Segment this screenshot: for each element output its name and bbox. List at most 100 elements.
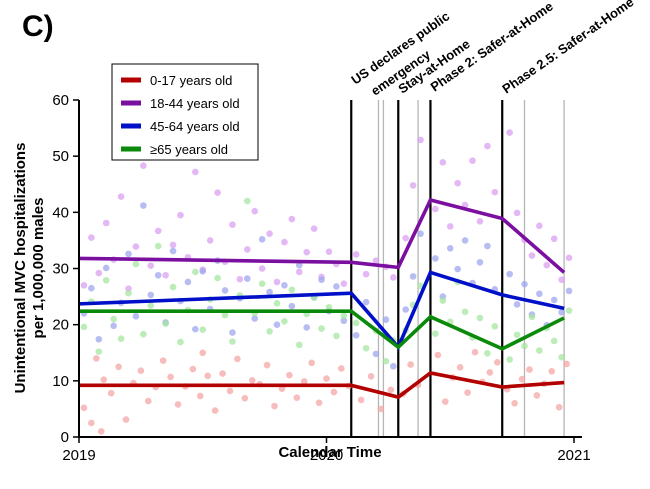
data-point-series-1 (506, 129, 513, 136)
data-point-series-2 (340, 317, 348, 325)
data-point-series-2 (476, 259, 484, 266)
data-point-series-3 (244, 197, 251, 205)
data-point-series-2 (372, 350, 380, 358)
legend-label: 0-17 years old (150, 73, 232, 88)
data-point-series-0 (263, 361, 271, 369)
data-point-series-0 (456, 364, 464, 371)
data-point-series-1 (550, 235, 558, 243)
data-point-series-3 (125, 289, 132, 297)
data-point-series-3 (521, 342, 528, 350)
data-point-series-1 (417, 136, 424, 144)
y-tick-label: 30 (52, 261, 69, 278)
data-point-series-0 (196, 392, 204, 400)
data-point-series-1 (439, 159, 447, 166)
series-line-1 (78, 197, 566, 274)
data-point-series-1 (132, 243, 140, 250)
data-point-series-0 (137, 367, 145, 375)
data-point-series-2 (521, 280, 528, 288)
data-point-series-1 (390, 274, 397, 281)
data-point-series-3 (169, 283, 177, 291)
data-point-series-1 (402, 234, 410, 242)
data-point-series-1 (372, 257, 380, 264)
data-point-series-2 (154, 271, 162, 279)
data-point-series-0 (377, 405, 385, 413)
data-point-series-1 (352, 251, 360, 258)
data-point-series-0 (122, 416, 130, 423)
data-point-series-0 (199, 349, 207, 357)
y-tick-label: 20 (52, 317, 69, 334)
data-point-series-2 (558, 309, 565, 316)
data-point-series-1 (340, 280, 348, 287)
data-point-series-0 (107, 389, 115, 397)
data-point-series-1 (177, 211, 184, 219)
data-point-series-0 (93, 355, 100, 362)
x-tick-label: 2020 (310, 447, 343, 464)
data-point-series-3 (362, 344, 370, 352)
data-point-series-2 (513, 301, 521, 308)
data-point-series-1 (169, 241, 177, 249)
data-point-series-0 (486, 369, 494, 376)
data-point-series-3 (154, 242, 162, 250)
data-point-series-0 (330, 388, 338, 396)
data-point-series-2 (409, 273, 417, 280)
data-point-series-2 (506, 270, 513, 278)
data-point-series-2 (536, 290, 543, 298)
data-point-series-2 (184, 278, 192, 286)
data-point-series-3 (117, 335, 125, 343)
data-point-series-1 (543, 261, 551, 269)
data-point-series-2 (102, 264, 110, 272)
data-point-series-0 (526, 366, 533, 373)
data-point-series-1 (565, 254, 573, 262)
data-point-series-3 (95, 348, 103, 355)
data-point-series-0 (471, 348, 479, 356)
data-point-series-3 (258, 280, 266, 287)
data-point-series-3 (491, 323, 499, 330)
data-point-series-1 (484, 142, 491, 150)
data-point-series-0 (80, 404, 88, 412)
data-point-series-1 (513, 209, 521, 217)
data-point-series-3 (102, 276, 110, 284)
data-point-series-3 (333, 332, 340, 340)
data-point-series-3 (162, 320, 169, 327)
data-point-series-3 (229, 338, 236, 345)
data-point-series-3 (484, 350, 491, 357)
data-point-series-0 (174, 401, 182, 408)
legend-label: ≥65 years old (150, 142, 228, 157)
data-point-series-2 (382, 316, 390, 323)
data-point-series-3 (340, 312, 348, 319)
data-point-series-2 (229, 329, 236, 336)
data-point-series-2 (273, 321, 281, 328)
data-point-series-1 (310, 225, 318, 232)
data-point-series-3 (273, 300, 281, 307)
data-point-series-3 (192, 268, 199, 276)
data-point-series-0 (97, 428, 105, 435)
data-point-series-2 (266, 288, 273, 296)
data-point-series-2 (169, 247, 177, 255)
data-point-series-0 (493, 358, 501, 366)
data-point-series-2 (295, 261, 303, 269)
data-point-series-3 (214, 274, 221, 282)
event-annotation: Phase 2.5: Safer-at-Home (499, 0, 636, 96)
data-point-series-0 (434, 351, 442, 359)
data-point-series-3 (110, 315, 117, 323)
data-point-series-0 (464, 389, 471, 396)
data-point-series-1 (273, 278, 281, 286)
data-point-series-0 (407, 361, 414, 368)
data-point-series-1 (251, 207, 259, 215)
data-point-series-3 (221, 311, 229, 319)
data-point-series-2 (446, 244, 454, 252)
data-point-series-2 (454, 265, 461, 273)
data-point-series-2 (352, 332, 360, 339)
data-point-series-3 (325, 303, 333, 311)
data-point-series-1 (206, 237, 214, 244)
data-point-series-0 (226, 387, 234, 395)
data-point-series-0 (293, 394, 301, 401)
data-point-series-3 (558, 353, 565, 361)
data-point-series-3 (132, 260, 140, 268)
data-point-series-2 (550, 296, 558, 304)
data-point-series-2 (244, 275, 251, 282)
data-point-series-3 (528, 313, 536, 321)
data-point-series-3 (80, 323, 88, 331)
data-point-series-2 (199, 268, 207, 275)
